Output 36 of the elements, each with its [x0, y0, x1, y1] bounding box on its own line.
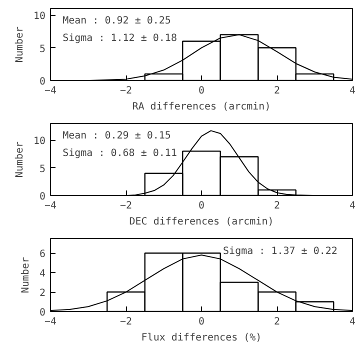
- x-tick-label: −4: [44, 316, 57, 328]
- x-axis-title: Flux differences (%): [141, 332, 262, 344]
- annotation: Sigma : 1.12 ± 0.18: [62, 32, 177, 44]
- x-tick-label: −4: [44, 200, 57, 212]
- y-tick-label: 4: [39, 268, 46, 280]
- x-tick-label: 0: [198, 86, 205, 96]
- y-tick-label: 2: [39, 288, 46, 300]
- y-tick-label: 5: [39, 44, 46, 55]
- x-axis-title: RA differences (arcmin): [132, 102, 271, 112]
- annotation: Mean : 0.92 ± 0.25: [62, 16, 171, 27]
- y-tick-label: 6: [39, 249, 46, 260]
- x-tick-label: 4: [349, 200, 356, 212]
- x-tick-label: −2: [120, 86, 132, 96]
- y-tick-label: 10: [33, 11, 46, 22]
- x-tick-label: 0: [198, 316, 205, 328]
- x-tick-label: 4: [349, 86, 356, 96]
- y-tick-label: 10: [33, 136, 46, 148]
- annotation: Sigma : 1.37 ± 0.22: [223, 246, 338, 257]
- annotation: Mean : 0.29 ± 0.15: [62, 130, 171, 142]
- y-axis-title: Number: [14, 141, 26, 178]
- x-tick-label: −2: [120, 200, 132, 212]
- x-tick-label: 2: [274, 316, 280, 328]
- y-tick-label: 0: [39, 76, 46, 88]
- y-tick-label: 5: [39, 164, 46, 175]
- x-tick-label: 4: [349, 316, 356, 328]
- x-tick-label: −2: [120, 316, 132, 328]
- x-tick-label: 0: [198, 200, 205, 212]
- annotation: Sigma : 0.68 ± 0.11: [62, 148, 177, 159]
- x-axis-title: DEC differences (arcmin): [129, 216, 274, 228]
- y-axis-title: Number: [20, 256, 32, 294]
- y-tick-label: 0: [39, 308, 46, 318]
- x-tick-label: 2: [274, 200, 280, 212]
- y-tick-label: 0: [39, 192, 46, 202]
- x-tick-label: 2: [274, 86, 280, 96]
- y-axis-title: Number: [14, 26, 26, 63]
- x-tick-label: −4: [44, 86, 57, 96]
